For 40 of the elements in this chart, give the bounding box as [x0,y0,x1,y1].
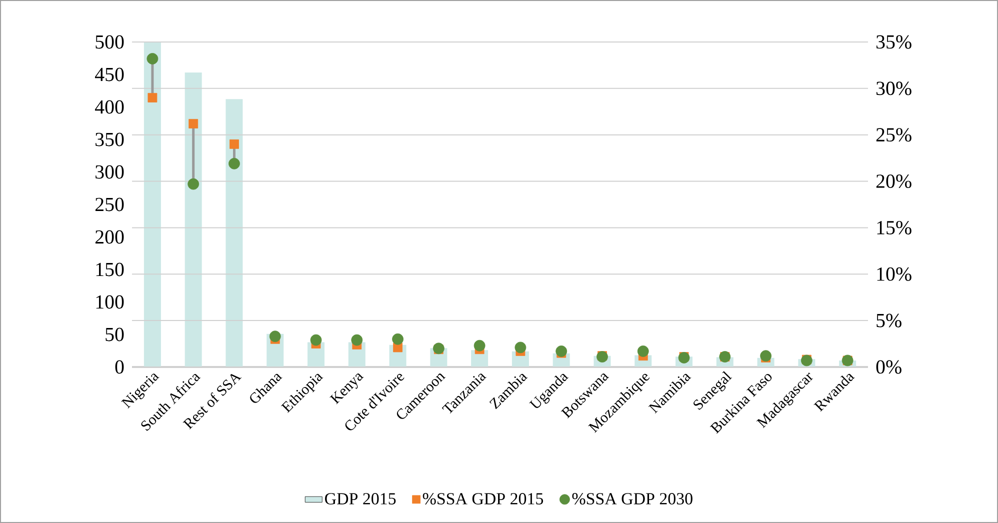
y2-tick-label: 5% [876,314,902,328]
y-tick-label: 100 [96,295,124,309]
point [514,342,526,354]
y2-tick-label: 15% [877,220,912,234]
point [148,93,158,102]
bar [144,42,161,367]
bar [226,99,243,367]
y2-tick-label: 35% [876,35,912,49]
point [188,119,198,128]
point [556,346,568,357]
bar [184,72,202,367]
y-tick-label: 500 [96,35,124,49]
y-tick-label: 0 [115,360,124,374]
y-tick-label: 400 [94,100,124,114]
point [146,53,158,64]
y-tick-label: 450 [94,68,124,82]
point [188,178,200,190]
y2-tick-label: 20% [876,174,912,188]
point [760,350,772,362]
point [351,334,363,346]
point [228,158,240,170]
point [230,139,239,149]
point [474,340,486,352]
y-tick-label: 150 [96,262,124,276]
y-tick-label: 200 [95,230,124,244]
y-tick-label: 50 [106,328,124,342]
legend-label: %SSA GDP 2030 [572,493,692,505]
point [637,346,649,357]
y2-tick-label: 0% [876,360,902,374]
legend-label: GDP 2015 [325,493,396,504]
point [392,333,404,345]
y2-tick-label: 30% [876,82,912,96]
point [269,330,281,342]
legend-label: %SSA GDP 2015 [422,493,544,505]
y-tick-label: 350 [96,132,124,146]
y-tick-label: 300 [96,165,124,179]
y-tick-label: 250 [95,198,124,212]
y2-tick-label: 25% [876,128,912,142]
point [310,334,322,346]
y2-tick-label: 10% [877,267,912,281]
